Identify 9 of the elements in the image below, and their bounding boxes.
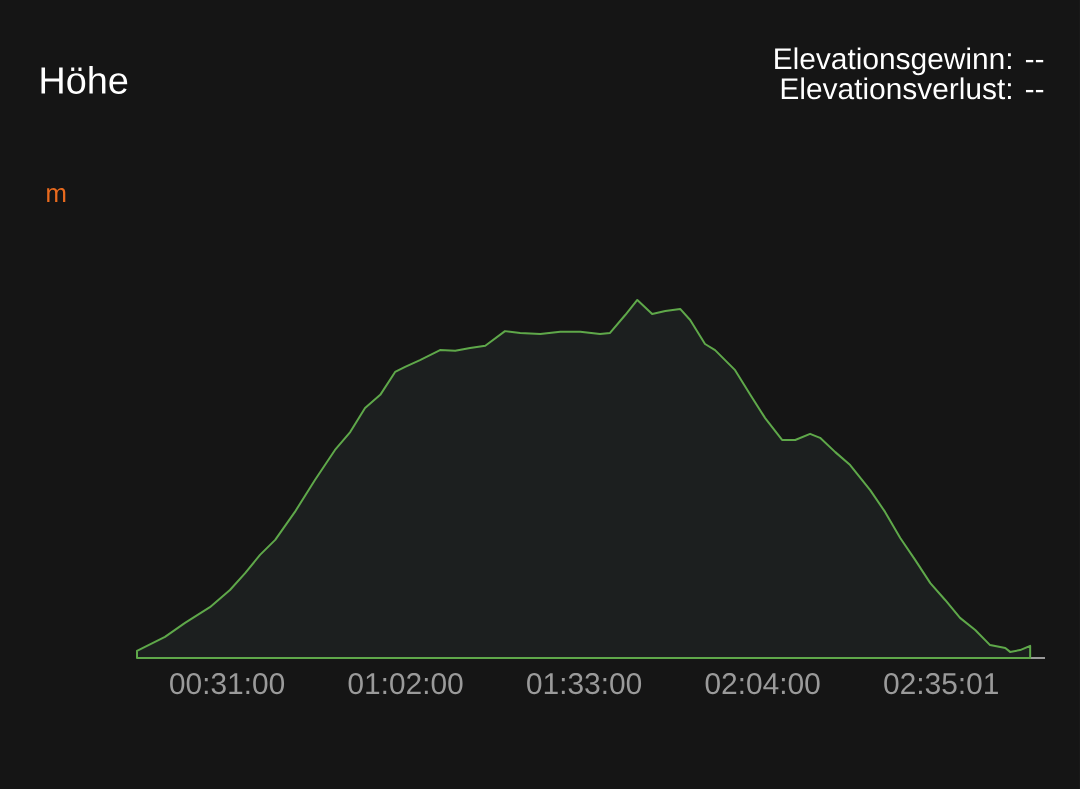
text: Elevationsverlust: -- bbox=[781, 77, 1044, 100]
x-tick-label: 00:31:00 bbox=[170, 673, 285, 695]
text: m bbox=[47, 188, 66, 202]
text: Elevationsgewinn: -- bbox=[775, 47, 1044, 76]
x-tick-label: 01:33:00 bbox=[527, 673, 642, 695]
chart-title: Höhe bbox=[41, 66, 128, 94]
x-tick-label: 02:35:01 bbox=[884, 673, 998, 695]
x-tick-label: 02:04:00 bbox=[705, 673, 820, 695]
x-tick-label: 01:02:00 bbox=[348, 673, 463, 695]
